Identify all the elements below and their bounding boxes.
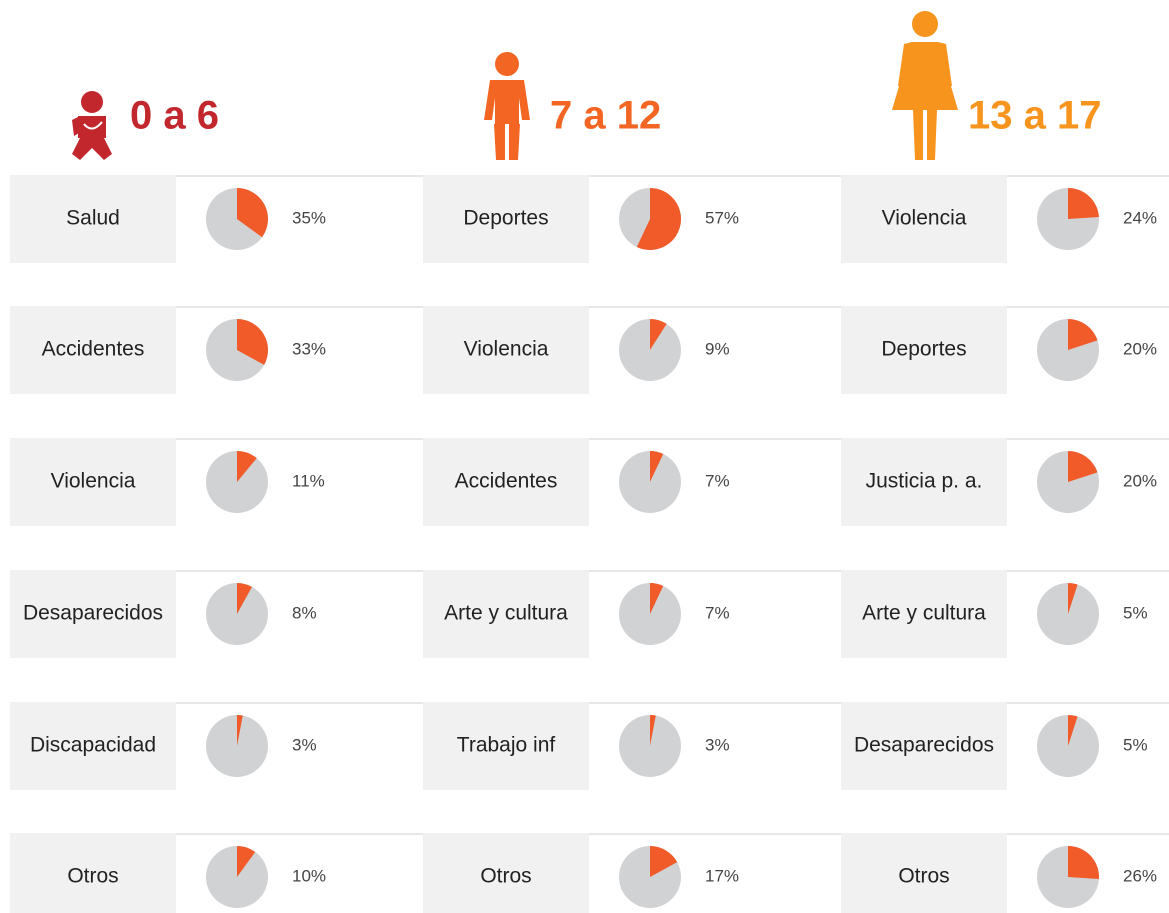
- category-label: Discapacidad: [30, 734, 156, 757]
- value-label: 8%: [292, 603, 317, 622]
- row-line: [423, 702, 1003, 704]
- pie-slice: [1068, 715, 1078, 746]
- pie-slice: [237, 583, 252, 614]
- pie-slice: [650, 319, 667, 350]
- row-line: [10, 570, 590, 572]
- value-label: 17%: [705, 866, 739, 885]
- row-line: [10, 833, 590, 835]
- row-line: [423, 438, 1003, 440]
- pie-slice: [650, 715, 656, 746]
- value-label: 7%: [705, 603, 730, 622]
- label-box: [423, 438, 589, 526]
- value-label: 20%: [1123, 471, 1157, 490]
- row-line: [423, 570, 1003, 572]
- pie-slice: [237, 319, 268, 365]
- value-label: 9%: [705, 339, 730, 358]
- category-label: Arte y cultura: [444, 602, 568, 625]
- value-label: 10%: [292, 866, 326, 885]
- category-label: Trabajo inf: [457, 734, 556, 757]
- row-line: [423, 306, 1003, 308]
- girl-icon: [892, 11, 958, 160]
- value-label: 11%: [292, 471, 325, 490]
- boy-icon: [484, 52, 530, 160]
- label-box: [10, 175, 176, 263]
- baby-icon: [72, 91, 112, 160]
- label-box: [841, 438, 1007, 526]
- value-label: 26%: [1123, 866, 1157, 885]
- pie-slice: [650, 846, 678, 877]
- category-label: Arte y cultura: [862, 602, 986, 625]
- category-label: Violencia: [882, 207, 967, 230]
- label-box: [423, 306, 589, 394]
- value-label: 57%: [705, 208, 739, 227]
- label-box: [10, 570, 176, 658]
- pie-slice: [1068, 319, 1098, 350]
- pie-slice: [237, 451, 257, 482]
- row-line: [423, 833, 1003, 835]
- row-line: [10, 438, 590, 440]
- pie-slice: [650, 583, 664, 614]
- label-box: [841, 702, 1007, 790]
- pie-slice: [1068, 846, 1099, 879]
- group-title: 0 a 6: [130, 94, 219, 138]
- value-label: 3%: [705, 735, 730, 754]
- category-label: Deportes: [463, 207, 548, 230]
- value-label: 33%: [292, 339, 326, 358]
- category-label: Otros: [898, 865, 949, 888]
- pie-slice: [237, 715, 243, 746]
- pie-slice: [1068, 450, 1098, 482]
- category-label: Desaparecidos: [854, 734, 994, 757]
- category-label: Desaparecidos: [23, 602, 163, 625]
- label-box: [10, 438, 176, 526]
- label-box: [10, 702, 176, 790]
- value-label: 35%: [292, 208, 326, 227]
- row-line: [10, 306, 590, 308]
- category-label: Salud: [66, 207, 120, 230]
- pie-slice: [650, 451, 664, 482]
- label-box: [841, 306, 1007, 394]
- label-box: [423, 175, 589, 263]
- group-title: 7 a 12: [550, 94, 661, 138]
- label-box: [841, 570, 1007, 658]
- pie-slice: [237, 188, 268, 238]
- group-title: 13 a 17: [968, 94, 1101, 138]
- category-label: Violencia: [51, 470, 136, 493]
- value-label: 5%: [1123, 603, 1148, 622]
- pie-slice: [237, 846, 256, 877]
- label-box: [423, 570, 589, 658]
- label-box: [423, 833, 589, 913]
- value-label: 5%: [1123, 735, 1148, 754]
- category-label: Accidentes: [455, 470, 558, 493]
- category-label: Otros: [480, 865, 531, 888]
- category-label: Accidentes: [42, 338, 145, 361]
- label-box: [10, 833, 176, 913]
- pie-slice: [1068, 583, 1078, 614]
- label-box: [841, 833, 1007, 913]
- value-label: 24%: [1123, 208, 1157, 227]
- category-label: Violencia: [464, 338, 549, 361]
- pie-slice: [636, 188, 681, 251]
- value-label: 7%: [705, 471, 730, 490]
- row-line: [10, 702, 590, 704]
- category-label: Otros: [67, 865, 118, 888]
- category-label: Justicia p. a.: [866, 470, 983, 493]
- row-line: [10, 175, 590, 177]
- label-box: [841, 175, 1007, 263]
- pie-slice: [1068, 188, 1099, 219]
- value-label: 20%: [1123, 339, 1157, 358]
- label-box: [423, 702, 589, 790]
- label-box: [10, 306, 176, 394]
- category-label: Deportes: [881, 338, 966, 361]
- value-label: 3%: [292, 735, 317, 754]
- row-line: [423, 175, 1003, 177]
